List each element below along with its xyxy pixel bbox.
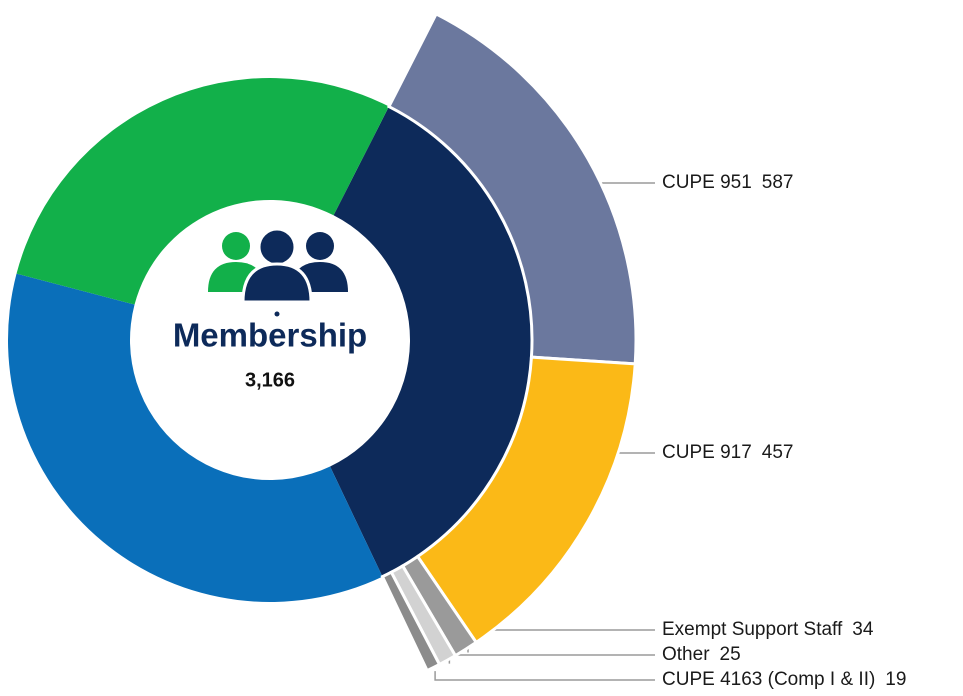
total-label: 3,166 bbox=[245, 369, 295, 391]
rings bbox=[7, 11, 638, 673]
center-label: Membership bbox=[173, 317, 367, 354]
people-icon bbox=[208, 227, 348, 317]
leader-line bbox=[448, 654, 655, 664]
ring-value: 587 bbox=[762, 172, 794, 193]
ring-value: 34 bbox=[852, 619, 874, 640]
leader-line bbox=[467, 629, 655, 653]
ring-slice bbox=[380, 570, 442, 673]
donut-slice bbox=[7, 273, 383, 602]
ring-name: Other bbox=[662, 644, 710, 665]
ring-value: 457 bbox=[762, 442, 794, 463]
donut-slice bbox=[16, 77, 389, 305]
ring-value: 19 bbox=[885, 669, 906, 690]
ring-name: CUPE 951 bbox=[662, 172, 752, 193]
ring-value: 25 bbox=[720, 644, 741, 665]
leader-line bbox=[434, 671, 655, 681]
ring-name: CUPE 917 bbox=[662, 442, 752, 463]
ring-name: CUPE 4163 (Comp I & II) bbox=[662, 669, 875, 690]
donut-slice bbox=[330, 106, 532, 577]
ring-name: Exempt Support Staff bbox=[662, 619, 843, 640]
